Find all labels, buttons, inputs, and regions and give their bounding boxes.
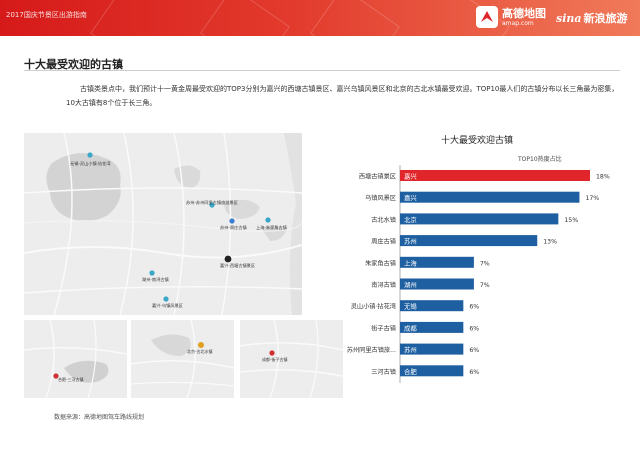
amap-logo: 高德地图 amap.com xyxy=(476,6,546,28)
sina-logo-word: sina xyxy=(556,11,582,25)
map-label-lingshan: 无锡-灵山小镇·拈花湾 xyxy=(70,160,111,167)
map-label-tongli: 苏州-苏州同里古镇旅游景区 xyxy=(186,199,238,206)
category-label: 乌镇风景区 xyxy=(365,194,396,202)
chart-title: 十大最受欢迎古镇 xyxy=(440,136,513,146)
map-label-gubei: 北京-古北水镇 xyxy=(187,348,212,354)
category-label: 苏州同里古镇旅... xyxy=(347,346,396,354)
category-label: 南浔古镇 xyxy=(371,281,396,289)
map-pin xyxy=(53,373,59,379)
map-pin xyxy=(269,350,275,356)
header-bar: 2017国庆节景区出游指南 高德地图 amap.com sina 新浪旅游 xyxy=(0,0,640,36)
value-label: 7% xyxy=(480,282,490,289)
category-label: 三河古镇 xyxy=(371,368,396,376)
bar-city-label: 苏州 xyxy=(404,237,417,246)
value-label: 18% xyxy=(596,174,610,181)
bar-city-label: 无锡 xyxy=(404,302,417,311)
bar-city-label: 合肥 xyxy=(404,367,417,376)
yangtze-delta-map: 无锡-灵山小镇·拈花湾 苏州-苏州同里古镇旅游景区 苏州-周庄古镇 上海-朱家角… xyxy=(24,133,302,315)
bar xyxy=(400,300,464,312)
bar-city-label: 北京 xyxy=(404,215,417,224)
map-pin xyxy=(198,342,204,348)
bar xyxy=(400,278,474,290)
bar xyxy=(400,170,590,181)
map-label-nanxun: 湖州-南浔古镇 xyxy=(142,276,169,283)
map-pin xyxy=(209,202,215,208)
sina-travel-logo: sina 新浪旅游 xyxy=(556,10,628,26)
bar xyxy=(400,213,559,225)
map-label-jiezi: 成都-街子古镇 xyxy=(262,356,287,362)
value-label: 6% xyxy=(469,325,479,332)
map-pin xyxy=(149,270,155,276)
value-label: 6% xyxy=(469,369,479,376)
bar-city-label: 嘉兴 xyxy=(404,172,417,181)
value-label: 15% xyxy=(564,217,578,224)
data-source-note: 数据来源：高德地图驾车路线规划 xyxy=(54,414,145,421)
beijing-map: 北京-古北水镇 xyxy=(131,320,234,398)
bar xyxy=(400,191,580,203)
category-label: 周庄古镇 xyxy=(371,238,396,246)
bar xyxy=(400,321,464,333)
amap-logo-cn: 高德地图 xyxy=(502,6,546,20)
category-label: 古北水镇 xyxy=(371,216,396,224)
bar-city-label: 上海 xyxy=(404,258,417,267)
sina-logo-cn: 新浪旅游 xyxy=(583,12,628,25)
title-divider xyxy=(24,70,620,71)
map-pin xyxy=(224,255,232,263)
category-label: 西塘古镇景区 xyxy=(359,173,396,181)
bar xyxy=(400,365,464,377)
page-title: 十大最受欢迎的古镇 xyxy=(24,58,123,71)
value-label: 17% xyxy=(585,195,599,202)
category-label: 街子古镇 xyxy=(371,324,396,332)
value-label: 7% xyxy=(480,260,490,267)
category-label: 朱家角古镇 xyxy=(365,259,396,267)
bar xyxy=(400,235,538,247)
category-label: 灵山小镇·拈花湾 xyxy=(351,303,396,311)
bar xyxy=(400,343,464,355)
top10-bar-chart: 西塘古镇景区 嘉兴 18%乌镇风景区 嘉兴 17%古北水镇 北京 15%周庄古镇 苏州 13%朱… xyxy=(347,165,610,383)
bar-city-label: 湖州 xyxy=(404,280,417,289)
hefei-map: 合肥-三河古镇 xyxy=(24,320,127,398)
intro-paragraph: 古镇类景点中，我们预计十一黄金周最受欢迎的TOP3分别为嘉兴的西塘古镇景区、嘉兴… xyxy=(66,85,619,107)
value-label: 13% xyxy=(543,239,557,246)
map-label-zhouzhuang: 苏州-周庄古镇 xyxy=(220,224,247,231)
map-label-zhujiajiao: 上海-朱家角古镇 xyxy=(256,224,287,231)
amap-logo-icon xyxy=(476,6,498,28)
header-title: 2017国庆节景区出游指南 xyxy=(6,11,87,19)
amap-logo-en: amap.com xyxy=(502,19,534,27)
chengdu-map: 成都-街子古镇 xyxy=(240,320,343,398)
map-label-wuzhen: 嘉兴-乌镇风景区 xyxy=(152,302,183,309)
map-pin xyxy=(87,152,93,158)
bar-city-label: 成都 xyxy=(404,323,417,332)
bar xyxy=(400,256,474,268)
bar-city-label: 嘉兴 xyxy=(404,193,417,202)
chart-subtitle: TOP10热度占比 xyxy=(518,156,562,163)
map-label-xitang: 嘉兴-西塘古镇景区 xyxy=(220,262,255,269)
bar-city-label: 苏州 xyxy=(404,345,417,354)
value-label: 6% xyxy=(469,347,479,354)
value-label: 6% xyxy=(469,304,479,311)
map-pin xyxy=(229,218,235,224)
map-pin xyxy=(265,217,271,223)
map-pin xyxy=(163,296,169,302)
map-label-sanhe: 合肥-三河古镇 xyxy=(58,376,83,382)
